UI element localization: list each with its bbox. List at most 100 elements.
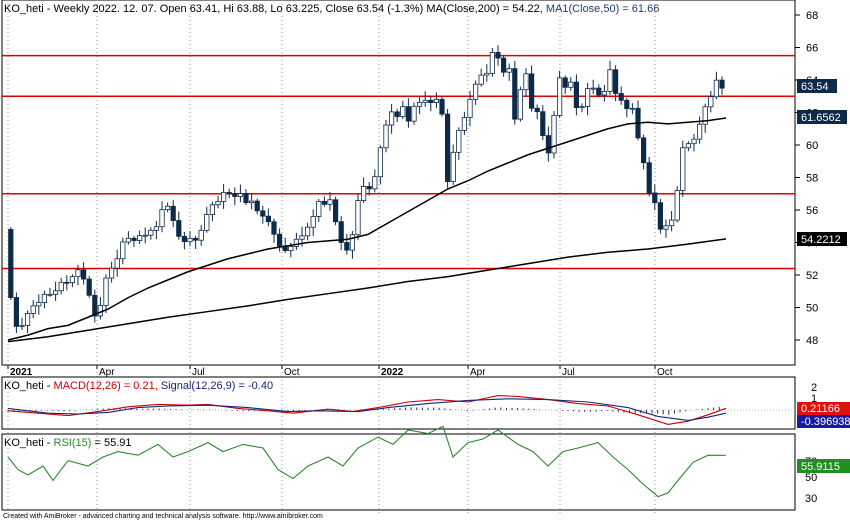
ma50-line bbox=[7, 117, 727, 341]
candle-up bbox=[360, 186, 367, 201]
candle-up bbox=[355, 200, 361, 236]
candle-up bbox=[568, 81, 574, 88]
x-tick-label: Apr bbox=[470, 367, 486, 378]
main-y-tick-label: 66 bbox=[806, 43, 818, 55]
candle-up bbox=[148, 229, 154, 236]
x-tick-label: Apr bbox=[99, 367, 115, 378]
candle-up bbox=[607, 69, 613, 92]
candle-down bbox=[646, 162, 652, 194]
candle-down bbox=[338, 221, 344, 243]
rsi-value-label: 55.9115 bbox=[801, 461, 840, 473]
candle-up bbox=[204, 214, 210, 231]
candle-up bbox=[388, 111, 395, 126]
candle-down bbox=[719, 79, 725, 89]
candle-down bbox=[265, 215, 272, 223]
candle-up bbox=[629, 107, 636, 110]
main-title-ma50: MA1(Close,50) = 61.66 bbox=[543, 3, 659, 15]
candle-up bbox=[680, 147, 686, 191]
candle-up bbox=[142, 234, 148, 237]
candle-up bbox=[349, 234, 356, 251]
candle-up bbox=[489, 51, 496, 74]
candle-up bbox=[153, 226, 159, 231]
candle-up bbox=[484, 72, 490, 76]
candle-down bbox=[596, 87, 602, 96]
candle-up bbox=[109, 267, 115, 279]
candle-up bbox=[461, 117, 468, 131]
candlesticks bbox=[8, 45, 725, 334]
candle-up bbox=[411, 105, 417, 122]
candle-up bbox=[590, 87, 596, 90]
x-tick-label: 2021 bbox=[10, 367, 33, 378]
candle-down bbox=[618, 93, 624, 101]
x-tick-label: Jul bbox=[562, 367, 575, 378]
candle-up bbox=[551, 115, 557, 154]
candle-down bbox=[534, 107, 540, 113]
horizontal-levels bbox=[2, 54, 795, 270]
macd-line bbox=[7, 395, 727, 425]
candle-down bbox=[540, 111, 546, 136]
candle-up bbox=[136, 235, 143, 241]
candle-up bbox=[41, 293, 48, 304]
candle-down bbox=[226, 192, 232, 195]
x-tick-label: Oct bbox=[284, 367, 300, 378]
candle-down bbox=[512, 68, 518, 120]
candle-up bbox=[372, 176, 378, 190]
candle-up bbox=[47, 293, 53, 296]
main-y-ticks: 4850525456586062646668 bbox=[795, 10, 818, 347]
main-pane-frame bbox=[1, 0, 796, 366]
candle-up bbox=[53, 290, 59, 295]
macd-title-signal: Signal(12,26,9) = -0.40 bbox=[161, 380, 273, 392]
candle-up bbox=[585, 88, 591, 107]
candle-down bbox=[271, 221, 277, 235]
candle-down bbox=[444, 113, 451, 182]
candle-up bbox=[674, 190, 680, 221]
candle-up bbox=[450, 151, 456, 182]
main-y-tick-label: 50 bbox=[806, 303, 818, 315]
signal-value-label: -0.396938 bbox=[801, 416, 850, 428]
main-y-tick-label: 60 bbox=[806, 140, 818, 152]
candle-down bbox=[366, 186, 372, 190]
candle-down bbox=[170, 205, 176, 221]
candle-up bbox=[383, 124, 389, 149]
candle-down bbox=[232, 193, 238, 197]
last-close-label: 63.54 bbox=[801, 81, 829, 93]
main-y-tick-label: 52 bbox=[806, 270, 818, 282]
x-tick-label: 2022 bbox=[381, 367, 404, 378]
candle-up bbox=[58, 281, 64, 292]
candle-up bbox=[293, 238, 300, 247]
ma200-badge: 54.2212 bbox=[797, 232, 847, 246]
candle-up bbox=[433, 98, 440, 103]
candle-up bbox=[377, 147, 384, 178]
ma50-label: 61.6562 bbox=[801, 112, 841, 124]
x-axis-labels: 2021 Apr Jul Oct 2022 Apr Jul Oct bbox=[7, 365, 673, 378]
candle-down bbox=[624, 99, 630, 110]
candle-down bbox=[394, 111, 400, 117]
candle-up bbox=[69, 276, 75, 284]
candle-down bbox=[657, 202, 664, 230]
main-title-info: - Weekly 2022. 12. 07. Open 63.41, Hi 63… bbox=[44, 3, 424, 15]
candle-down bbox=[8, 229, 14, 298]
main-title: KO_heti - Weekly 2022. 12. 07. Open 63.4… bbox=[4, 3, 659, 15]
candle-up bbox=[198, 229, 204, 241]
candle-up bbox=[478, 74, 484, 85]
main-title-ma200: MA(Close,200) = 54.22, bbox=[423, 3, 543, 15]
x-tick-label: Jul bbox=[192, 367, 205, 378]
macd-y-tick-1: 1 bbox=[811, 393, 817, 405]
candle-down bbox=[276, 233, 283, 247]
candle-up bbox=[310, 216, 316, 228]
candle-down bbox=[181, 235, 187, 243]
candle-up bbox=[467, 98, 473, 118]
candle-down bbox=[652, 192, 658, 204]
candle-up bbox=[30, 305, 36, 314]
candle-up bbox=[125, 237, 131, 243]
candle-down bbox=[545, 135, 552, 154]
macd-value-label: 0.21166 bbox=[801, 403, 840, 415]
macd-title-macd: MACD(12,26) = 0.21, bbox=[54, 380, 158, 392]
macd-title-symbol: KO_heti bbox=[4, 380, 44, 392]
candle-down bbox=[321, 200, 328, 205]
candle-down bbox=[500, 57, 507, 73]
ma200-line bbox=[7, 238, 727, 343]
candle-up bbox=[209, 204, 215, 215]
ma50-badge: 61.6562 bbox=[797, 110, 847, 124]
